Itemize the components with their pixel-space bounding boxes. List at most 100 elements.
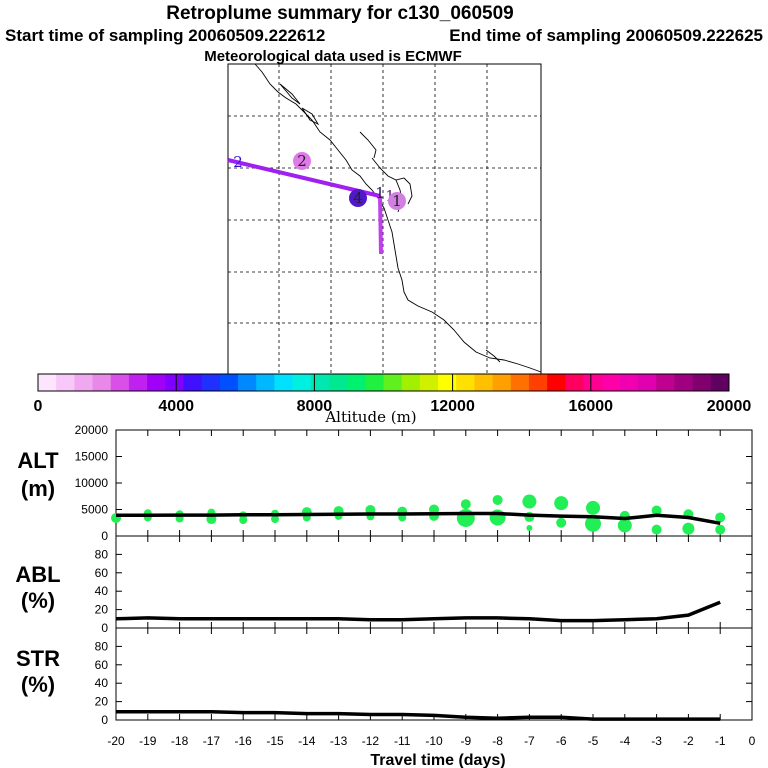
x-tick-label: 0 (749, 734, 756, 748)
panel-title: ABL (15, 562, 60, 587)
x-tick-label: -5 (588, 734, 599, 748)
scatter-point (556, 517, 567, 528)
altitude-colorbar (37, 373, 730, 392)
colorbar-swatch (110, 374, 130, 391)
colorbar-swatch (38, 374, 57, 391)
map-gridlines (228, 64, 541, 374)
x-tick-label: -13 (330, 734, 348, 748)
x-tick-label: -3 (651, 734, 662, 748)
panel-title: STR (16, 646, 60, 671)
x-tick-label: -6 (556, 734, 567, 748)
trajectory-map: 224111 (227, 63, 542, 375)
map-marker-circle (388, 192, 406, 210)
map-marker-label: 2 (297, 152, 307, 170)
colorbar-swatch (601, 374, 621, 391)
colorbar-swatch (565, 374, 585, 391)
y-tick-label: 80 (95, 547, 109, 561)
map-marker-label: 2 (233, 153, 243, 171)
start-time-label: Start time of sampling 20060509.222612 (5, 26, 325, 45)
coastline (254, 63, 542, 373)
map-marker-label: 4 (353, 189, 363, 207)
colorbar-tick-label: 12000 (430, 398, 475, 415)
colorbar-swatch (438, 374, 457, 391)
colorbar-tick-label: 8000 (297, 398, 333, 415)
x-tick-label: -15 (266, 734, 284, 748)
x-tick-label: -17 (203, 734, 221, 748)
track-north-south (378, 195, 383, 255)
str-panel: 0 20 40 60 80 STR(%) (16, 627, 753, 727)
alt-panel: 0 5000 10000 15000 20000 ALT (m) (17, 423, 753, 543)
map-markers: 224111 (233, 152, 406, 210)
colorbar-swatch (583, 374, 603, 391)
colorbar-swatch (692, 374, 712, 391)
scatter-point (460, 499, 471, 510)
x-tick-label: -2 (683, 734, 694, 748)
colorbar-swatch (201, 374, 221, 391)
y-tick-label: 10000 (75, 476, 109, 490)
x-axis-title: Travel time (days) (370, 752, 505, 768)
colorbar-swatch (292, 374, 312, 391)
colorbar-tick-label: 0 (34, 398, 43, 415)
colorbar-swatch (547, 374, 566, 391)
colorbar-swatch (656, 374, 675, 391)
scatter-point (554, 496, 569, 511)
panel-unit: (%) (21, 672, 55, 697)
map-marker-label: 1 (375, 184, 385, 202)
colorbar-swatch (219, 374, 239, 391)
y-tick-label: 15000 (75, 450, 109, 464)
scatter-point (271, 515, 279, 524)
scatter-point (239, 516, 248, 525)
scatter-point (522, 494, 537, 509)
panel-frame (115, 627, 753, 721)
series-line (116, 709, 721, 721)
x-tick-label: -10 (425, 734, 443, 748)
colorbar-tick-label: 4000 (158, 398, 194, 415)
scatter-point (715, 524, 726, 535)
scatter-point (651, 524, 662, 535)
x-tick-label: -11 (394, 734, 411, 748)
colorbar-title: Altitude (m) (324, 408, 416, 426)
x-tick-label: -8 (492, 734, 503, 748)
colorbar-swatch (56, 374, 75, 391)
colorbar-swatch (674, 374, 694, 391)
colorbar-tick-label: 16000 (569, 398, 614, 415)
colorbar-swatch (492, 374, 512, 391)
met-data-label: Meteorological data used is ECMWF (204, 48, 462, 65)
x-tick-label: -19 (139, 734, 157, 748)
colorbar-swatch (274, 374, 294, 391)
y-tick-label: 60 (95, 658, 109, 672)
y-tick-label: 20 (95, 695, 109, 709)
x-tick-label: -20 (107, 734, 125, 748)
x-tick-labels: -20 -19 -18 -17 -16 -15 -14 -13 -12 -11 -10 -9 -8 -7-… (107, 734, 755, 748)
colorbar-swatch (347, 374, 366, 391)
colorbar-swatch (638, 374, 657, 391)
colorbar-swatch (74, 374, 94, 391)
map-marker-label: 1 (392, 192, 402, 210)
colorbar-swatch (383, 374, 403, 391)
colorbar-swatch (456, 374, 475, 391)
colorbar-swatch (474, 374, 494, 391)
colorbar-swatch (92, 374, 112, 391)
y-tick-label: 0 (101, 713, 108, 727)
colorbar-swatch (419, 374, 439, 391)
time-series-panels: 05000100001500020000ALT(m)020406080ABL(%… (15, 423, 755, 748)
scatter-point (492, 494, 503, 505)
x-tick-label: -14 (298, 734, 316, 748)
colorbar-swatch (128, 374, 148, 391)
colorbar-swatch (183, 374, 203, 391)
colorbar-swatch (256, 374, 275, 391)
map-frame (227, 63, 542, 375)
colorbar-swatch (310, 374, 330, 391)
scatter-point (585, 515, 601, 532)
scatter-point (682, 522, 695, 535)
x-tick-label: -16 (235, 734, 253, 748)
scatter-point (456, 508, 475, 527)
series-line (115, 600, 721, 623)
colorbar-swatch (528, 374, 548, 391)
colorbar-tick-label: 20000 (707, 398, 752, 415)
panel-title: ALT (17, 448, 59, 473)
abl-panel: 0 20 40 60 80 ABL(%) (15, 535, 753, 635)
colorbar-swatch (510, 374, 530, 391)
map-marker-circle (293, 152, 311, 170)
